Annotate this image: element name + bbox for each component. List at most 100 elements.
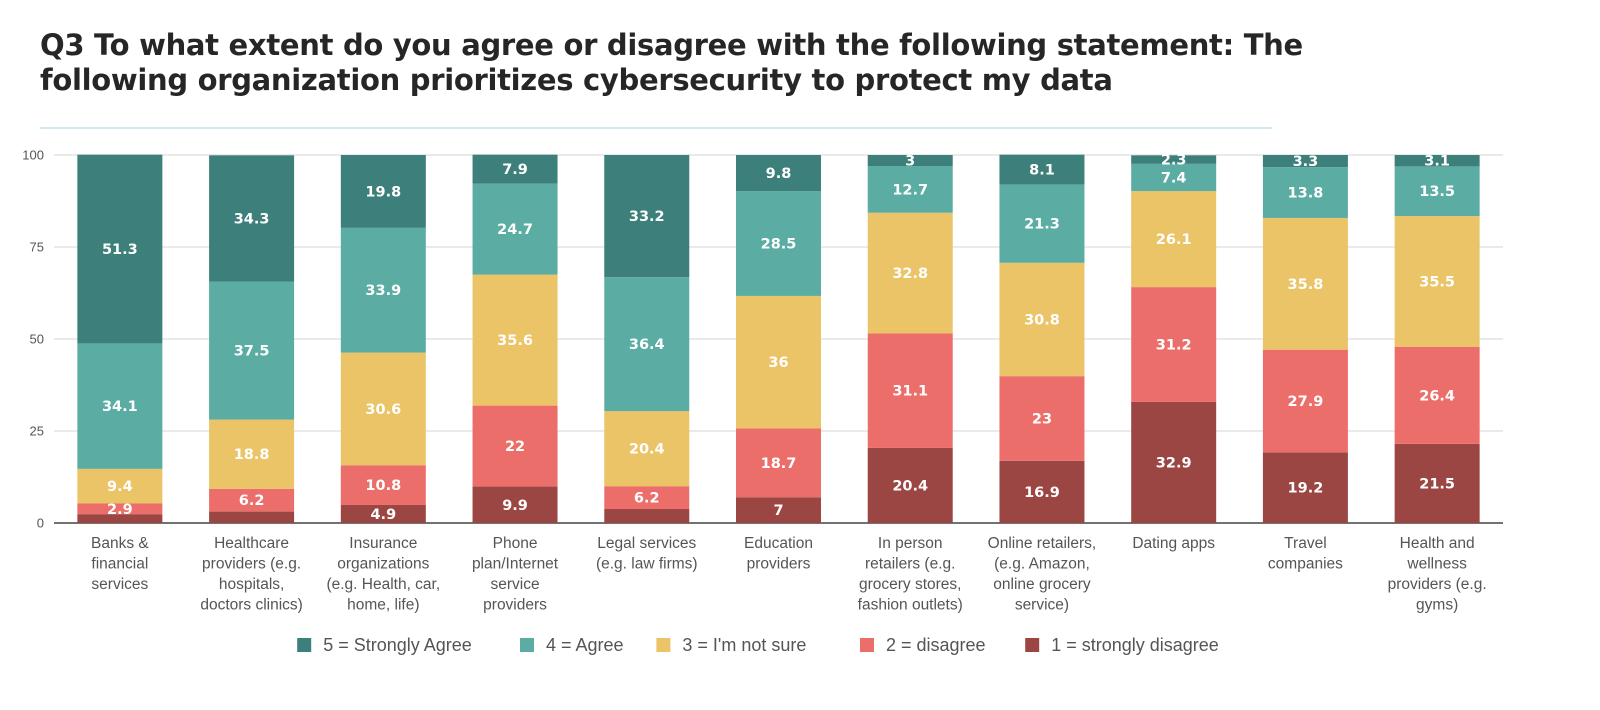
data-label: 22 <box>505 439 525 455</box>
data-label: 33.9 <box>365 283 401 299</box>
data-label: 6.2 <box>634 491 660 507</box>
x-category-label: Insurance <box>349 535 417 552</box>
x-category-label: In person <box>878 535 943 552</box>
y-tick-label: 25 <box>30 424 44 439</box>
data-label: 26.4 <box>1419 388 1455 404</box>
data-label: 27.9 <box>1288 394 1324 410</box>
bar-segment <box>209 511 295 523</box>
bar-segment <box>604 277 690 412</box>
x-category-label: doctors clinics) <box>200 597 303 614</box>
x-category-label: providers <box>483 597 547 614</box>
x-category-label: Legal services <box>597 535 696 552</box>
bar-segment <box>77 514 163 523</box>
bar-segment <box>736 295 821 429</box>
x-category-label: service) <box>1015 597 1069 614</box>
x-category-label: home, life) <box>347 597 419 614</box>
x-category-label: financial <box>91 556 148 573</box>
data-label: 3.3 <box>1293 154 1319 170</box>
bar-segment <box>1394 346 1480 444</box>
data-label: 3 <box>905 154 915 170</box>
bars <box>77 154 1480 523</box>
data-label: 36.4 <box>629 337 665 353</box>
bar-segment <box>209 281 295 420</box>
legend-swatch <box>297 638 312 652</box>
legend-label: 4 = Agree <box>546 635 624 655</box>
x-category-label: Education <box>744 535 813 552</box>
bar-segment <box>999 184 1085 263</box>
bar-segment <box>472 183 558 275</box>
data-label: 34.1 <box>102 399 138 415</box>
bar-segment <box>999 376 1085 461</box>
bar-segment <box>472 274 558 406</box>
x-category-label: fashion outlets) <box>858 597 963 614</box>
bar-segment <box>867 212 953 334</box>
bar-segment <box>867 155 953 167</box>
x-category-label: (e.g. Health, car, <box>326 576 440 593</box>
legend-label: 2 = disagree <box>886 635 986 655</box>
data-label: 9.4 <box>107 479 133 495</box>
bar-segment <box>736 191 821 296</box>
data-label: 31.2 <box>1156 338 1192 354</box>
data-label: 13.8 <box>1288 186 1324 202</box>
data-label: 6.2 <box>239 493 265 509</box>
x-category-label: Health and <box>1400 535 1475 552</box>
x-category-label: Healthcare <box>214 535 289 552</box>
bar-segment <box>77 154 163 344</box>
bar-segment <box>1262 167 1348 218</box>
data-label: 32.8 <box>892 266 928 282</box>
data-label: 7.4 <box>1161 170 1187 186</box>
legend-swatch <box>860 638 874 652</box>
bar-segment <box>999 154 1085 185</box>
bar-segment <box>340 155 426 228</box>
legend-label: 1 = strongly disagree <box>1051 635 1219 655</box>
title-divider <box>40 127 1272 129</box>
bar-segment <box>867 166 953 213</box>
data-label: 26.1 <box>1156 232 1192 248</box>
bar-segment <box>1131 401 1217 523</box>
bar-segment <box>209 488 295 512</box>
y-axis-ticks: 0 25 50 75 100 <box>22 148 44 531</box>
data-label: 3.1 <box>1424 154 1450 170</box>
data-label: 7.9 <box>502 162 528 178</box>
data-label: 18.8 <box>234 447 270 463</box>
x-category-label: grocery stores, <box>859 576 962 593</box>
legend-label: 3 = I'm not sure <box>682 635 806 655</box>
bar-segment <box>1394 216 1480 347</box>
bar-segment <box>77 343 163 469</box>
x-category-label: gyms) <box>1416 597 1458 614</box>
data-label: 51.3 <box>102 242 138 258</box>
data-label: 20.4 <box>629 442 665 458</box>
data-label: 31.1 <box>892 384 928 400</box>
x-category-label: Phone <box>493 535 538 552</box>
x-category-label: plan/Internet <box>472 556 559 573</box>
data-label: 21.5 <box>1419 476 1455 492</box>
x-category-label: (e.g. Amazon, <box>994 556 1090 573</box>
x-category-label: providers <box>747 556 811 573</box>
x-category-label: Online retailers, <box>988 535 1097 552</box>
x-category-label: services <box>91 576 148 593</box>
x-category-label: organizations <box>337 556 429 573</box>
data-label: 7 <box>773 503 783 519</box>
y-tick-label: 50 <box>30 332 44 347</box>
data-label: 9.8 <box>766 166 792 182</box>
legend: 5 = Strongly Agree 4 = Agree 3 = I'm not s… <box>297 635 1219 655</box>
x-category-label: Dating apps <box>1132 535 1215 552</box>
data-label: 10.8 <box>365 478 401 494</box>
data-label: 28.5 <box>761 237 797 253</box>
data-label: 12.7 <box>892 182 928 198</box>
x-category-label: (e.g. law firms) <box>596 556 698 573</box>
bar-segment <box>867 447 953 523</box>
data-label: 20.4 <box>892 478 928 494</box>
x-category-label: companies <box>1268 556 1343 573</box>
data-label: 36 <box>768 355 788 371</box>
bar-segment <box>472 486 558 523</box>
bar-segment <box>604 486 690 510</box>
bar-segment <box>77 503 163 515</box>
data-label: 35.5 <box>1419 274 1455 290</box>
bar-segment <box>1262 452 1348 523</box>
bar-segment <box>1262 155 1348 168</box>
data-label: 2.3 <box>1161 153 1187 169</box>
y-tick-label: 0 <box>37 516 44 531</box>
y-tick-label: 100 <box>22 148 44 163</box>
